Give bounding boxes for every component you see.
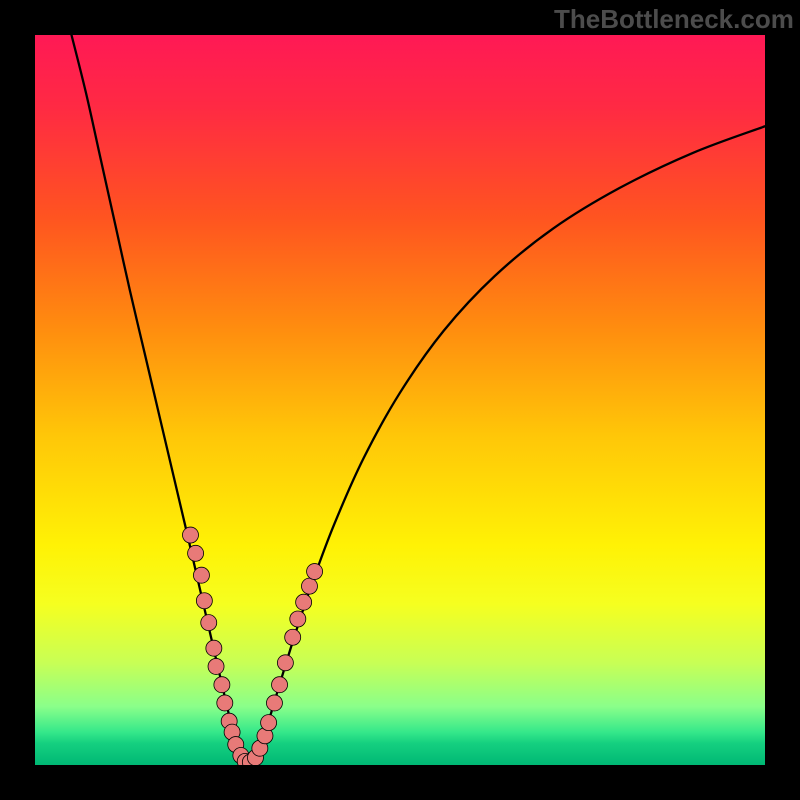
- data-marker: [272, 677, 288, 693]
- data-marker: [290, 611, 306, 627]
- bottleneck-curve-chart: [35, 35, 765, 765]
- data-marker: [285, 629, 301, 645]
- data-marker: [193, 567, 209, 583]
- data-marker: [188, 545, 204, 561]
- plot-area: [35, 35, 765, 765]
- data-marker: [301, 578, 317, 594]
- data-marker: [196, 593, 212, 609]
- data-marker: [201, 615, 217, 631]
- watermark-label: TheBottleneck.com: [554, 4, 794, 35]
- data-marker: [307, 564, 323, 580]
- data-marker: [266, 695, 282, 711]
- data-marker: [296, 594, 312, 610]
- data-marker: [261, 715, 277, 731]
- chart-frame: TheBottleneck.com: [0, 0, 800, 800]
- gradient-background: [35, 35, 765, 765]
- data-marker: [214, 677, 230, 693]
- data-marker: [217, 695, 233, 711]
- data-marker: [206, 640, 222, 656]
- data-marker: [208, 658, 224, 674]
- data-marker: [182, 527, 198, 543]
- data-marker: [277, 655, 293, 671]
